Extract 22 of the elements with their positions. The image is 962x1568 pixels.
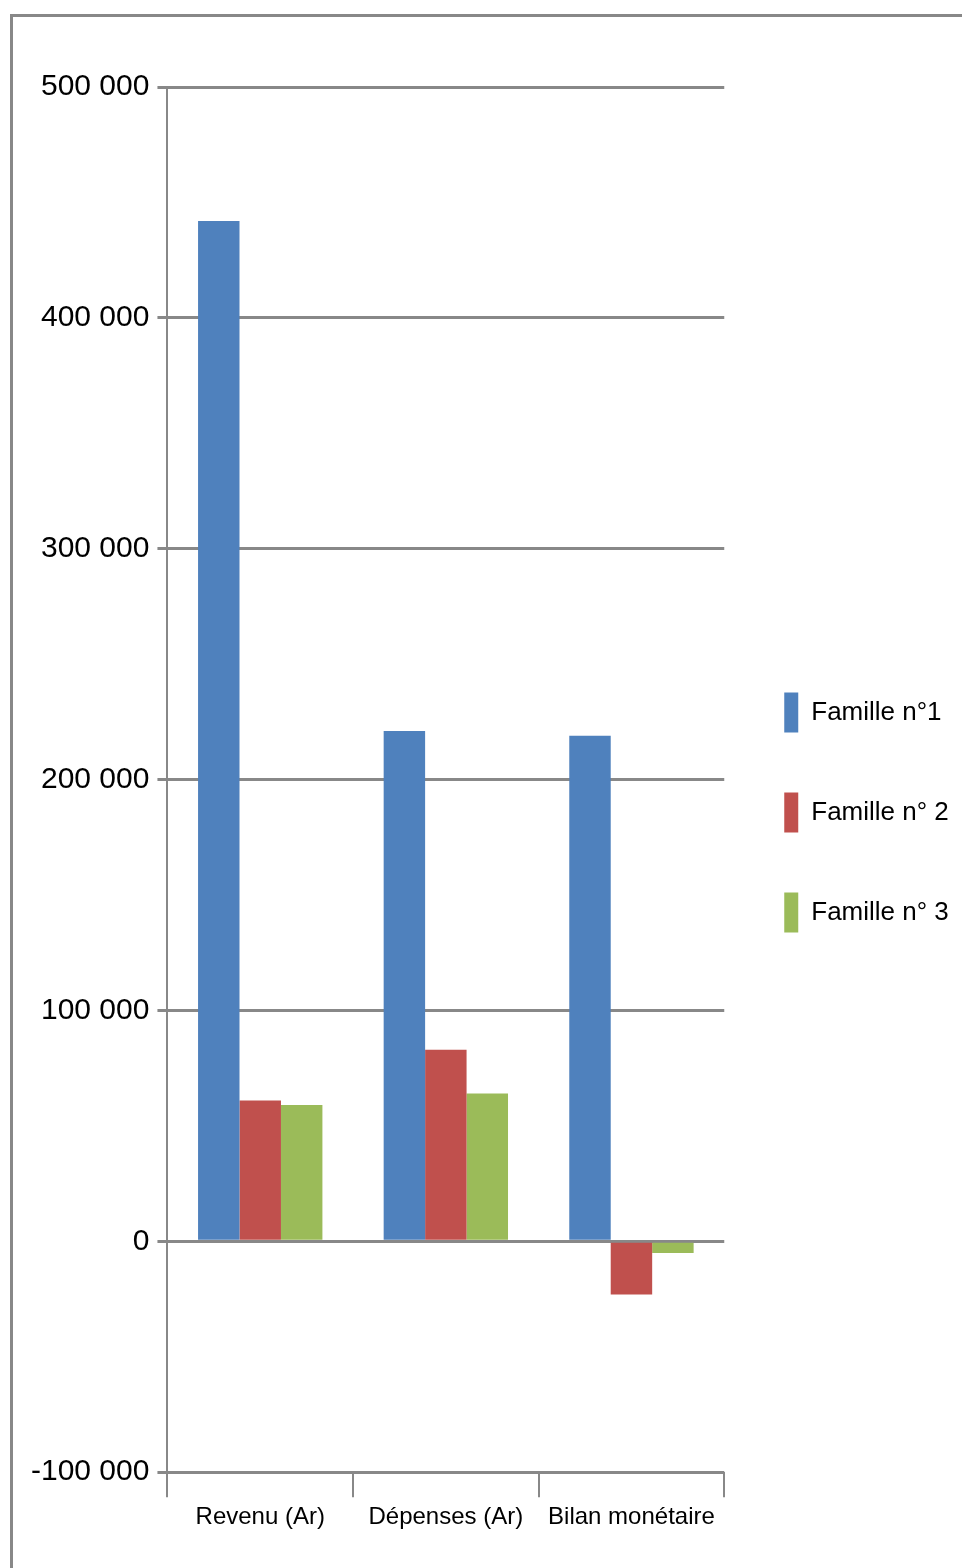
bar [383,731,426,1240]
y-tick-label: -100 000 [31,1453,150,1487]
x-tick-label: Revenu (Ar) [195,1502,325,1530]
bar [466,1093,509,1240]
bar [280,1105,323,1240]
bar [425,1049,467,1240]
y-tick-label: 500 000 [40,68,150,102]
x-tick-label: Bilan monétaire [548,1502,715,1530]
bar [239,1100,281,1240]
bar [610,1242,653,1295]
legend-label: Famille n°1 [811,695,942,726]
y-tick-label: 200 000 [40,760,150,794]
y-tick-label: 0 [132,1222,150,1256]
x-tick-label: Dépenses (Ar) [368,1502,524,1530]
bar [652,1242,694,1253]
legend-label: Famille n° 3 [811,895,949,926]
y-tick-label: 100 000 [40,991,150,1025]
legend-label: Famille n° 2 [811,795,949,826]
bar [569,735,611,1240]
bar [198,220,240,1240]
y-tick-label: 300 000 [40,530,150,563]
y-tick-label: 400 000 [40,299,150,333]
